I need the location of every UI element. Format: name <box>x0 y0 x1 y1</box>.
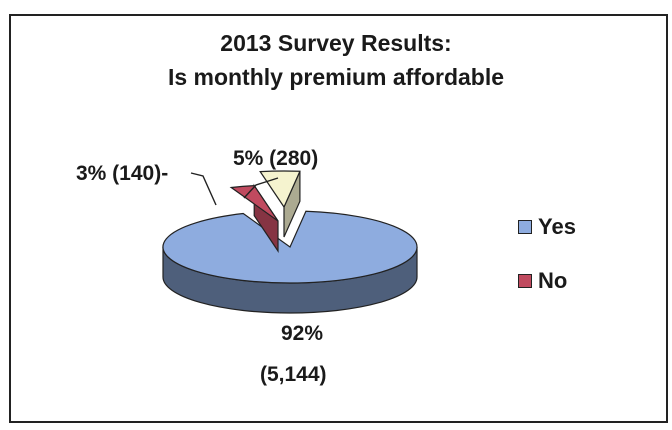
legend-swatch-yes <box>518 220 532 234</box>
chart-subtitle: Is monthly premium affordable <box>167 64 505 90</box>
legend-label-yes: Yes <box>538 214 576 239</box>
legend-item-no: No <box>518 267 576 295</box>
pie-slice-no <box>229 185 279 222</box>
leader-line-no <box>190 172 217 206</box>
label-yes-count: (5,144) <box>260 363 327 386</box>
leader-line-other <box>243 177 279 199</box>
legend-item-yes: Yes <box>518 213 576 241</box>
legend: Yes No <box>518 213 576 321</box>
label-other: 5% (280) <box>233 147 319 170</box>
legend-label-no: No <box>538 268 568 293</box>
label-yes-percent: 92% <box>281 322 324 345</box>
pie-slice-yes <box>162 210 418 284</box>
label-no: 3% (140)- <box>76 162 169 185</box>
chart-title: 2013 Survey Results: <box>220 30 452 56</box>
legend-swatch-no <box>518 274 532 288</box>
